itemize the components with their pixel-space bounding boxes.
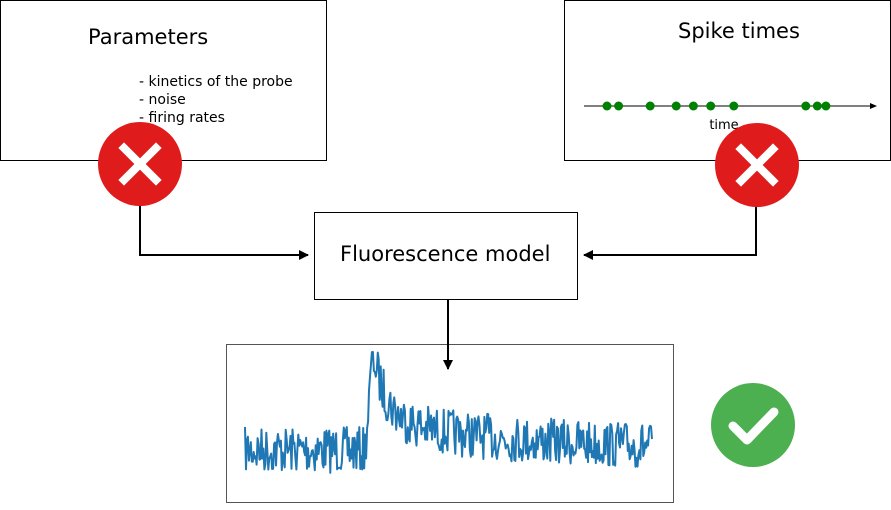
spike-dot [801, 101, 811, 111]
parameter-item: kinetics of the probe [139, 73, 293, 91]
spike-dot [706, 101, 716, 111]
time-axis-label: time [709, 118, 738, 133]
spike-times-title: Spike times [678, 19, 800, 43]
parameters-title: Parameters [88, 25, 209, 49]
parameter-item: noise [139, 91, 293, 109]
parameter-item: firing rates [139, 109, 293, 127]
spike-dots [602, 101, 831, 111]
parameters-list: kinetics of the probe noise firing rates [139, 73, 293, 127]
fluorescence-trace-line [244, 351, 653, 474]
spike-dot [821, 101, 831, 111]
spike-dot [614, 101, 624, 111]
spike-times-cross-icon [715, 123, 799, 207]
parameters-cross-icon [98, 122, 182, 206]
spike-dot [729, 101, 739, 111]
spike-dot [688, 101, 698, 111]
time-axis-arrowhead [870, 103, 877, 109]
fluorescence-trace-box [226, 344, 674, 503]
fluorescence-model-box: Fluorescence model [314, 212, 578, 300]
spikes-to-model-arrow [583, 200, 757, 260]
spike-dot [812, 101, 822, 111]
trace-check-icon [711, 383, 795, 467]
spike-dot [602, 101, 612, 111]
fluorescence-model-title: Fluorescence model [340, 242, 551, 266]
spike-dot [671, 101, 681, 111]
parameters-to-model-arrow [139, 200, 309, 260]
spike-dot [645, 101, 655, 111]
spike-times-box: Spike times [564, 0, 891, 161]
